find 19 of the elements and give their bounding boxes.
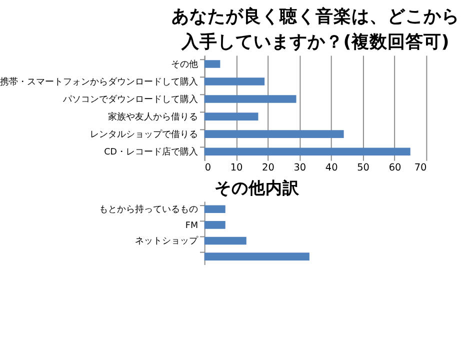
x-tick-label: 0	[204, 162, 212, 174]
y-tick-label: レンタルショップで借りる	[90, 128, 198, 140]
x-tick-label: 50	[357, 162, 370, 174]
y-tick-label: 携帯・スマートフォンからダウンロードして購入	[0, 76, 198, 88]
x-tick-label: 70	[414, 162, 427, 174]
x-tick-label: 30	[294, 162, 306, 174]
y-tick-label: パソコンでダウンロードして購入	[62, 94, 198, 105]
chart-title: その他内訳	[214, 178, 300, 198]
y-tick-label: 家族や友人から借りる	[108, 111, 198, 122]
x-tick-label: 10	[230, 162, 243, 174]
x-tick-label: 20	[262, 162, 274, 174]
x-tick-label: 40	[325, 162, 338, 174]
x-tick-label: 60	[388, 162, 402, 174]
y-tick-label: その他	[171, 58, 198, 70]
y-tick-label: CD・レコード店で購入	[104, 146, 198, 158]
chart-title: あなたが良く聴く音楽は、どこから入手していますか？(複数回答可)	[171, 6, 460, 52]
y-tick-label: ネットショップ	[135, 236, 200, 247]
y-tick-label: もとから持っているもの	[99, 204, 198, 216]
y-tick-label: FM	[185, 220, 198, 231]
